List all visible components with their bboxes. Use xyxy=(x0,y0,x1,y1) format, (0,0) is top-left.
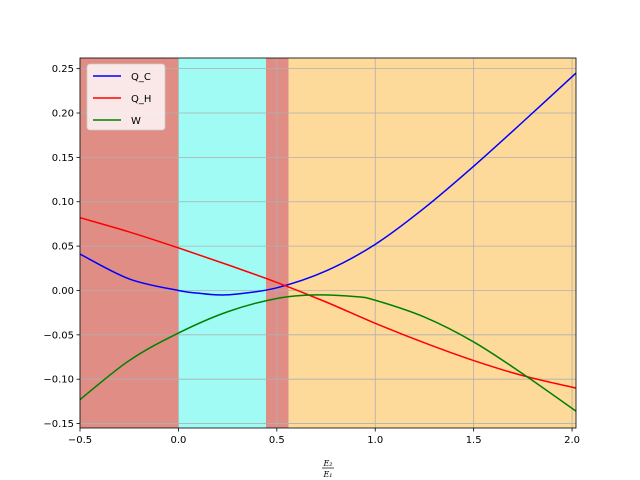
background-region-1 xyxy=(178,58,266,428)
y-tick-label: 0.15 xyxy=(52,153,74,164)
legend-box xyxy=(86,63,166,131)
y-tick-label: 0.25 xyxy=(52,64,74,75)
background-region-2 xyxy=(266,58,289,428)
legend-label-q-h: Q_H xyxy=(131,94,151,105)
legend-label-q-c: Q_C xyxy=(131,72,151,83)
y-tick-label: 0.00 xyxy=(52,286,74,297)
x-tick-label: 0.0 xyxy=(170,435,186,446)
x-tick-label: 2.0 xyxy=(564,435,580,446)
x-axis-ticks: −0.5 0.0 0.5 1.0 1.5 2.0 xyxy=(68,428,580,446)
series-line-q-c xyxy=(79,72,577,296)
plot-frame xyxy=(79,57,577,429)
background-region-3 xyxy=(288,58,576,428)
x-tick-label: 0.5 xyxy=(269,435,285,446)
y-axis-ticks: −0.15 −0.10 −0.05 0.00 0.05 0.10 0.15 0.20 0.25 xyxy=(43,64,80,430)
y-tick-label: 0.20 xyxy=(52,109,74,120)
legend-label-w: W xyxy=(131,116,141,127)
series-line-w xyxy=(79,294,577,412)
y-tick-label: −0.05 xyxy=(43,330,74,341)
legend: Q_C Q_H W xyxy=(86,63,166,131)
y-tick-label: 0.05 xyxy=(52,242,74,253)
x-tick-label: 1.5 xyxy=(466,435,482,446)
x-tick-label: −0.5 xyxy=(68,435,92,446)
series-lines xyxy=(79,72,577,412)
x-axis-label-denominator: E₁ xyxy=(322,470,332,479)
series-line-q-h xyxy=(79,216,577,389)
y-tick-label: −0.15 xyxy=(43,419,74,430)
x-axis-label: E₂ E₁ xyxy=(322,459,334,479)
y-tick-label: 0.10 xyxy=(52,197,74,208)
x-tick-label: 1.0 xyxy=(367,435,383,446)
y-tick-label: −0.10 xyxy=(43,375,74,386)
x-axis-label-numerator: E₂ xyxy=(322,459,332,468)
